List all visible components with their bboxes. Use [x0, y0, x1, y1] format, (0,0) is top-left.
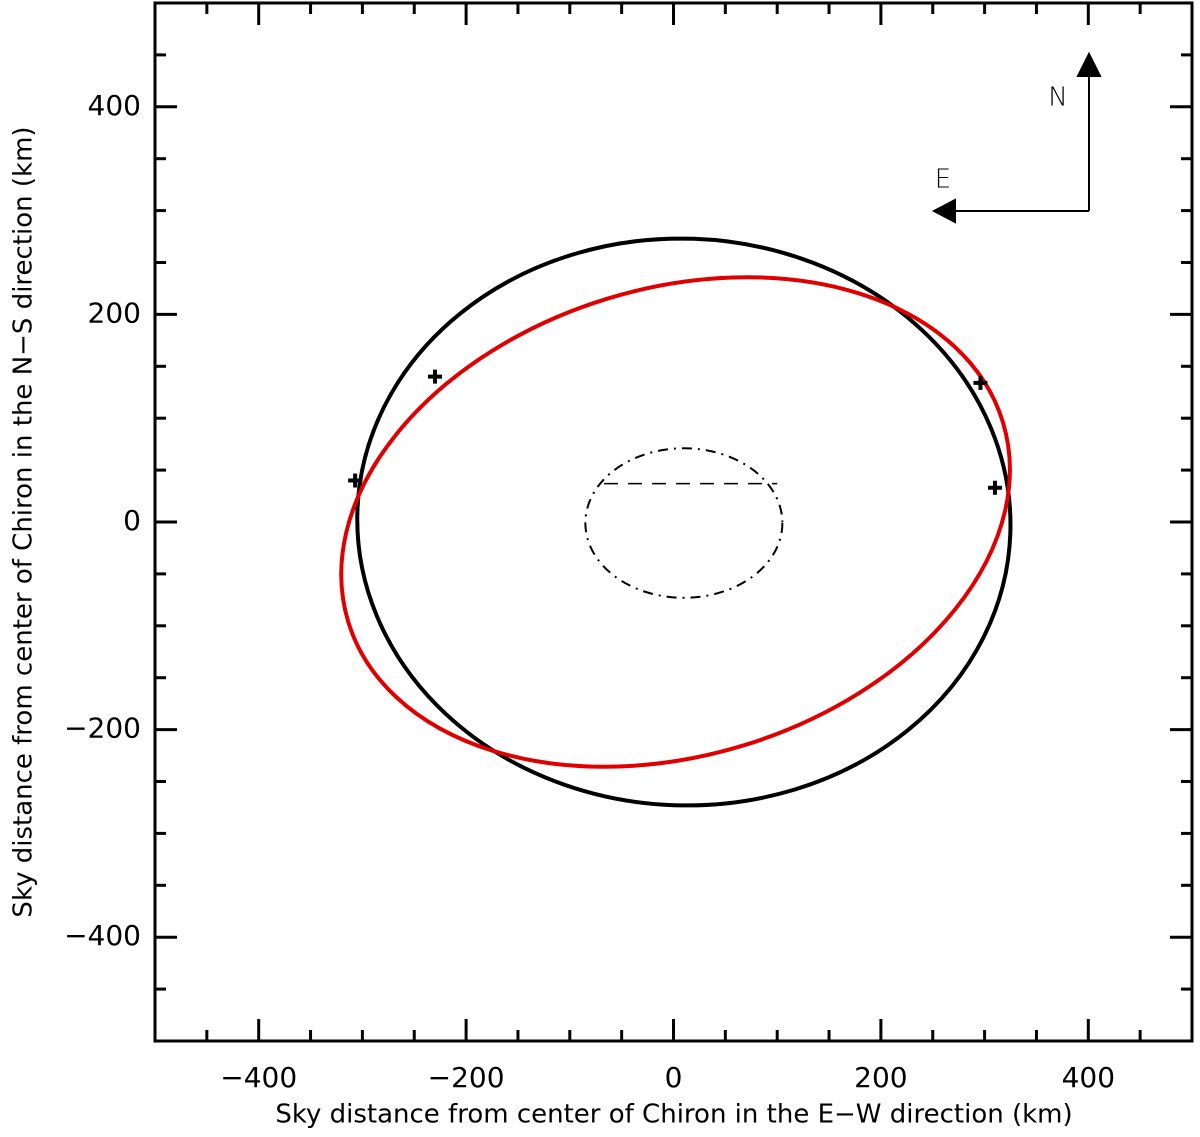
y-tick-label: −400 [64, 919, 141, 952]
ellipse [584, 447, 784, 599]
y-tick-label: 400 [88, 89, 141, 122]
point-marker [973, 375, 988, 390]
y-tick-label: −200 [64, 712, 141, 745]
compass [931, 51, 1102, 224]
point-marker [427, 369, 442, 384]
x-tick-label: −200 [428, 1061, 505, 1094]
point-marker [987, 480, 1002, 495]
north-arrow-head [1076, 51, 1102, 77]
ellipse [339, 275, 1012, 769]
point-marker [348, 473, 363, 488]
north-label: N [1048, 83, 1067, 113]
x-tick-label: −400 [220, 1061, 297, 1094]
plot-frame [153, 1, 1194, 1043]
east-arrow-head [931, 198, 956, 224]
x-axis-label: Sky distance from center of Chiron in th… [275, 1100, 1072, 1130]
x-tick-label: 200 [854, 1061, 907, 1094]
y-tick-label: 0 [123, 504, 141, 537]
east-label: E [935, 165, 951, 195]
x-tick-label: 400 [1062, 1061, 1115, 1094]
y-tick-label: 200 [88, 296, 141, 329]
x-tick-label: 0 [665, 1061, 683, 1094]
y-axis-label: Sky distance from center of Chiron in th… [9, 126, 39, 917]
ellipse [355, 236, 1013, 808]
